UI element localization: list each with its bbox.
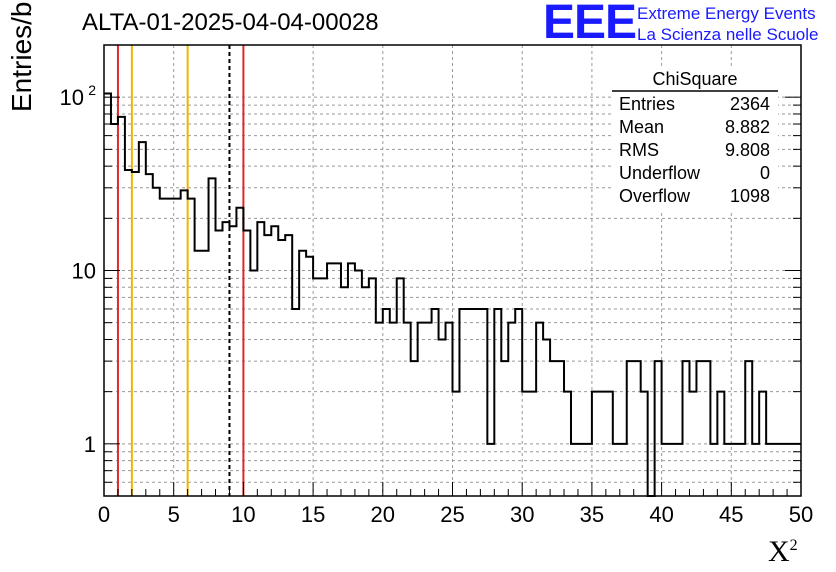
y-tick-label: 1 [84,432,96,457]
stats-row-label: Mean [619,117,664,137]
x-axis-label: X2 [768,535,798,569]
x-tick-label: 40 [649,502,673,527]
histogram-line [104,92,801,497]
stats-row-value: 2364 [730,94,770,114]
logo-text-line2: La Scienza nelle Scuole [637,25,819,44]
x-tick-label: 15 [301,502,325,527]
logo-text-line1: Extreme Energy Events [637,4,816,23]
stats-row-value: 9.808 [725,140,770,160]
x-axis-label-sup: 2 [789,537,798,554]
y-tick-label: 10 [60,85,84,110]
x-tick-label: 30 [510,502,534,527]
x-tick-label: 50 [789,502,813,527]
x-tick-label: 0 [98,502,110,527]
x-tick-label: 5 [168,502,180,527]
x-tick-label: 25 [440,502,464,527]
stats-row-label: RMS [619,140,659,160]
stats-row-value: 8.882 [725,117,770,137]
eee-logo: EEE [543,0,637,49]
stats-row-value: 0 [760,163,770,183]
y-tick-label-sup: 2 [88,82,96,98]
stats-row-label: Overflow [619,186,691,206]
stats-row-label: Entries [619,94,675,114]
x-tick-label: 10 [231,502,255,527]
chart-title: ALTA-01-2025-04-04-00028 [82,9,379,36]
x-axis-label-base: X [768,535,790,568]
x-tick-label: 45 [719,502,743,527]
stats-row-label: Underflow [619,163,701,183]
x-tick-label: 35 [580,502,604,527]
stats-row-value: 1098 [730,186,770,206]
x-tick-label: 20 [371,502,395,527]
stats-box-title: ChiSquare [652,69,737,89]
y-tick-label: 10 [72,259,96,284]
